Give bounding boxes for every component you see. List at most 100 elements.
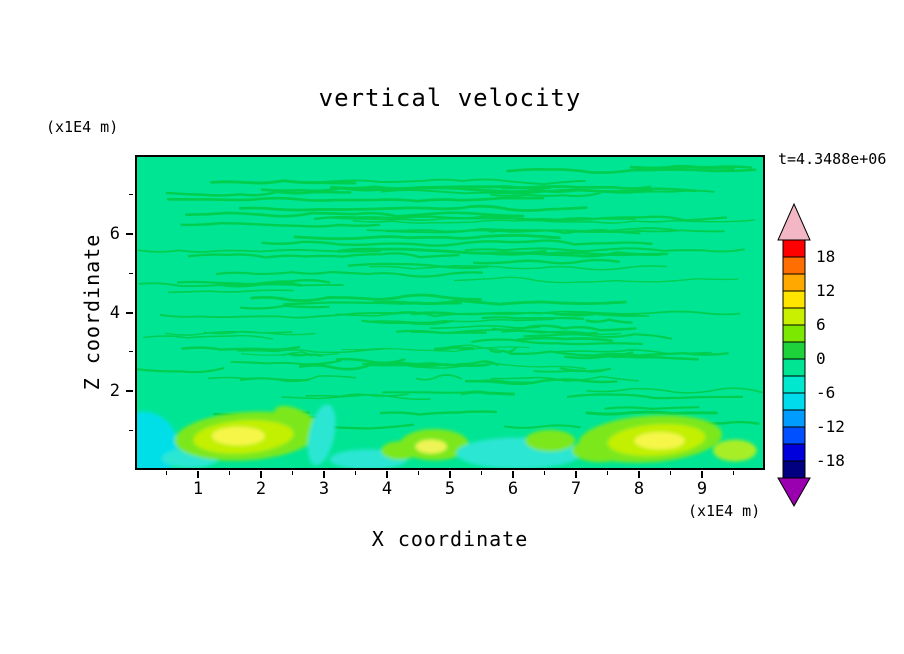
contour-streak [168, 289, 294, 294]
x-tick-label: 1 [192, 479, 204, 499]
x-tick-label: 5 [444, 479, 456, 499]
contour-streak [379, 410, 498, 416]
colorbar-tick-label: -12 [816, 417, 845, 436]
contour-streak [604, 406, 700, 410]
contour-streak [553, 312, 639, 317]
contour-blob [525, 429, 576, 452]
x-axis-unit: (x1E4 m) [688, 502, 761, 520]
colorbar-band [782, 358, 806, 377]
contour-streak [592, 351, 729, 357]
contour-streak [442, 344, 500, 351]
colorbar-band [782, 460, 806, 479]
contour-streak [460, 390, 515, 396]
contour-streak [610, 353, 661, 359]
x-major-tick [323, 471, 325, 478]
contour-streak [489, 192, 601, 198]
x-tick-label: 8 [633, 479, 645, 499]
x-tick-label: 4 [381, 479, 393, 499]
contour-streak [299, 178, 586, 186]
contour-streak [361, 361, 490, 368]
contour-streak [473, 258, 621, 265]
x-minor-tick [544, 471, 545, 475]
contour-streak [181, 345, 301, 351]
contour-streak [159, 311, 475, 319]
contour-streak [491, 324, 637, 332]
contour-streak [433, 346, 475, 351]
contour-streak [369, 264, 668, 271]
contour-streak [464, 247, 745, 253]
contour-streak [543, 310, 741, 316]
colorbar-tick-label: -18 [816, 451, 845, 470]
contour-streak [185, 211, 525, 218]
x-tick-label: 6 [507, 479, 519, 499]
y-minor-tick [129, 193, 133, 195]
contour-streak [395, 329, 488, 335]
x-minor-tick [607, 471, 608, 475]
colorbar-tick-label: -6 [816, 383, 835, 402]
contour-streak [586, 387, 763, 394]
colorbar-bottom-arrow [777, 477, 811, 508]
contour-streak [165, 190, 352, 197]
contour-streak [347, 262, 489, 270]
x-minor-tick [733, 471, 734, 475]
contour-streak [457, 360, 499, 367]
colorbar-top-arrow [777, 202, 811, 241]
contour-streak [380, 188, 715, 195]
contour-streak [230, 359, 342, 366]
contour-streak [407, 362, 587, 370]
colorbar-band [782, 375, 806, 394]
time-annotation: t=4.3488e+06 [778, 150, 887, 168]
contour-streak [281, 394, 431, 401]
contour-blob [307, 404, 336, 466]
colorbar: 18 12 6 0 -6 -12 -18 [777, 202, 845, 508]
x-minor-tick [670, 471, 671, 475]
colorbar-tick-label: 6 [816, 315, 826, 334]
x-tick-label: 3 [318, 479, 330, 499]
contour-streak [210, 179, 357, 185]
contour-streak [335, 357, 406, 365]
contour-streak [516, 336, 613, 343]
contour-blob [212, 426, 265, 446]
x-major-tick [575, 471, 577, 478]
contour-streak [533, 368, 612, 373]
x-major-tick [197, 471, 199, 478]
contour-streak [166, 196, 545, 203]
y-minor-tick [129, 430, 133, 432]
contour-streak [503, 424, 581, 429]
colorbar-band [782, 324, 806, 343]
contour-streak [282, 351, 312, 357]
contour-streak [481, 316, 585, 320]
contour-streak [361, 319, 454, 326]
contour-streak [585, 318, 633, 324]
x-minor-tick [292, 471, 293, 475]
y-major-tick [126, 232, 133, 235]
colorbar-tick-label: 12 [816, 281, 835, 300]
contour-streak [479, 379, 538, 384]
colorbar-band [782, 409, 806, 428]
colorbar-band [782, 290, 806, 309]
contour-streak [329, 185, 552, 191]
x-minor-tick [355, 471, 356, 475]
x-major-tick [701, 471, 703, 478]
contour-streak [238, 204, 588, 212]
y-minor-tick [129, 351, 133, 353]
colorbar-tick-label: 18 [816, 247, 835, 266]
contour-streak [298, 363, 442, 371]
contour-streak [328, 215, 636, 221]
contour-streak [239, 304, 330, 310]
contour-streak [490, 375, 639, 382]
contour-streak [471, 338, 643, 346]
contour-streak [453, 276, 739, 284]
contour-streak [508, 350, 634, 358]
contour-streak [385, 229, 725, 234]
x-axis-label: X coordinate [371, 527, 529, 551]
contour-blob [415, 439, 447, 454]
y-major-tick [126, 311, 133, 314]
contour-streak [138, 282, 344, 288]
colorbar-band [782, 256, 806, 275]
contour-streak [142, 334, 274, 340]
contour-streak [415, 374, 463, 381]
contour-blobs [137, 404, 757, 468]
contour-streak [489, 346, 517, 354]
contour-streak [506, 168, 757, 174]
